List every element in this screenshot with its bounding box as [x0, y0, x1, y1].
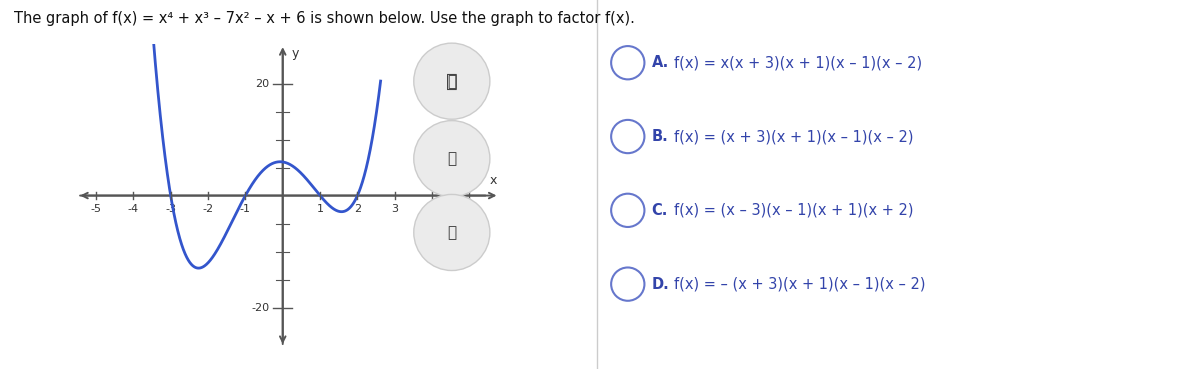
- Text: 20: 20: [256, 79, 270, 89]
- Text: -5: -5: [90, 204, 101, 214]
- Text: -1: -1: [240, 204, 251, 214]
- Text: The graph of f(x) = x⁴ + x³ – 7x² – x + 6 is shown below. Use the graph to facto: The graph of f(x) = x⁴ + x³ – 7x² – x + …: [14, 11, 635, 26]
- Text: 3: 3: [391, 204, 398, 214]
- Text: -3: -3: [165, 204, 176, 214]
- Text: -4: -4: [127, 204, 139, 214]
- Text: 4: 4: [428, 204, 435, 214]
- Text: -2: -2: [202, 204, 214, 214]
- Text: 🔍: 🔍: [447, 74, 457, 89]
- Text: 2: 2: [354, 204, 361, 214]
- Text: f(x) = (x – 3)(x – 1)(x + 1)(x + 2): f(x) = (x – 3)(x – 1)(x + 1)(x + 2): [674, 203, 913, 218]
- Text: A.: A.: [652, 55, 669, 70]
- Text: D.: D.: [652, 277, 669, 292]
- Text: B.: B.: [652, 129, 668, 144]
- Text: 1: 1: [316, 204, 323, 214]
- Text: ⧉: ⧉: [447, 225, 457, 240]
- Text: ⌕: ⌕: [446, 72, 458, 91]
- Text: y: y: [292, 47, 300, 60]
- Text: C.: C.: [652, 203, 668, 218]
- Text: f(x) = (x + 3)(x + 1)(x – 1)(x – 2): f(x) = (x + 3)(x + 1)(x – 1)(x – 2): [674, 129, 913, 144]
- Text: 🔎: 🔎: [447, 151, 457, 166]
- Text: 5: 5: [466, 204, 473, 214]
- Text: f(x) = – (x + 3)(x + 1)(x – 1)(x – 2): f(x) = – (x + 3)(x + 1)(x – 1)(x – 2): [674, 277, 926, 292]
- Text: f(x) = x(x + 3)(x + 1)(x – 1)(x – 2): f(x) = x(x + 3)(x + 1)(x – 1)(x – 2): [674, 55, 923, 70]
- Text: x: x: [490, 174, 497, 187]
- Text: -20: -20: [252, 303, 270, 313]
